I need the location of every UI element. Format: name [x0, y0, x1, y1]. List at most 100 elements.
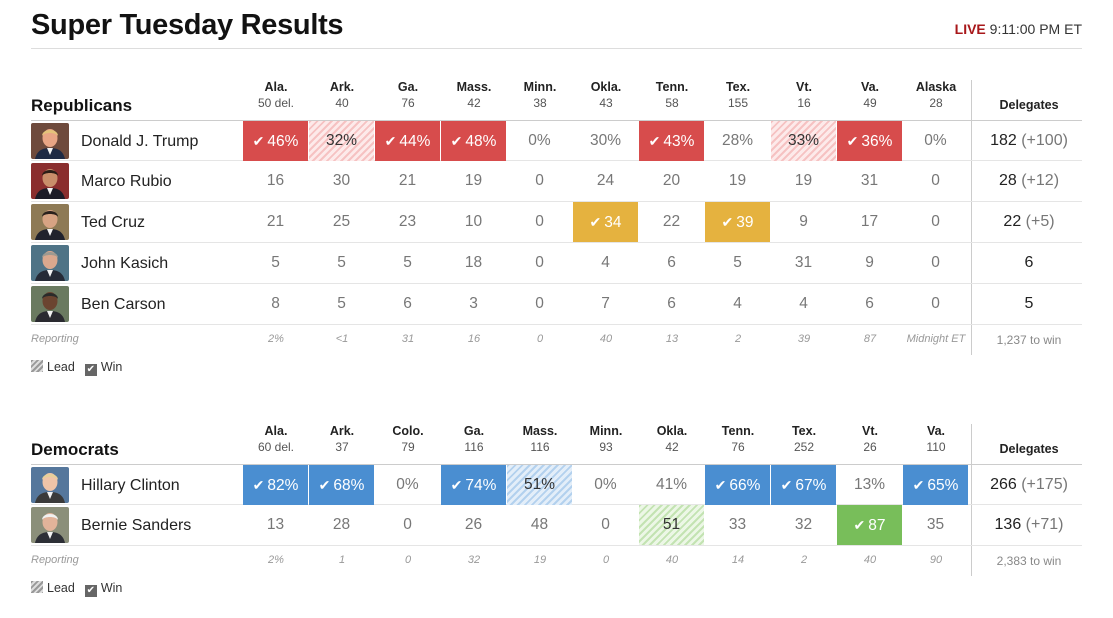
candidate-row[interactable]: Hillary Clinton ✔ 82% ✔ 68% 0% ✔ 74% 51% 0% 41% ✔ 66… [31, 464, 1082, 505]
result-cell[interactable]: 21 [375, 161, 440, 201]
result-cell[interactable]: 0% [375, 465, 440, 505]
result-cell[interactable]: ✔ 74% [441, 465, 506, 505]
delegates-to-win: 2,383 to win [996, 554, 1062, 568]
result-cell[interactable]: 0 [375, 505, 440, 545]
result-cell[interactable]: ✔ 48% [441, 121, 506, 161]
state-header-tenn: Tenn. 58 [639, 80, 705, 110]
result-cell[interactable]: 18 [441, 243, 506, 283]
legend-lead-label: Lead [47, 360, 75, 374]
candidate-row[interactable]: John Kasich 5 5 5 18 0 4 6 5 31 9 0 6 [31, 243, 1082, 284]
state-name: Alaska [915, 80, 957, 94]
candidate-row[interactable]: Ted Cruz 21 25 23 10 0 ✔ 34 22 ✔ 39 9 17 0 22 (+5) [31, 202, 1082, 243]
result-cell[interactable]: ✔ 43% [639, 121, 704, 161]
result-cell[interactable]: ✔ 39 [705, 202, 770, 242]
result-cell[interactable]: 8 [243, 284, 308, 324]
result-cell[interactable]: 9 [837, 243, 902, 283]
result-cell[interactable]: 0% [507, 121, 572, 161]
result-cell[interactable]: ✔ 67% [771, 465, 836, 505]
result-cell[interactable]: 51% [507, 465, 572, 505]
result-value: 30 [332, 172, 351, 189]
result-value: 25 [332, 213, 351, 230]
result-cell[interactable]: 0 [903, 243, 968, 283]
result-cell[interactable]: 13 [243, 505, 308, 545]
result-cell[interactable]: 5 [309, 243, 374, 283]
result-cell[interactable]: 31 [837, 161, 902, 201]
result-cell[interactable]: 23 [375, 202, 440, 242]
result-cell[interactable]: 20 [639, 161, 704, 201]
result-cell[interactable]: 48 [507, 505, 572, 545]
candidate-row[interactable]: Donald J. Trump ✔ 46% 32% ✔ 44% ✔ 48% 0% 30% ✔ 43% 2… [31, 120, 1082, 161]
result-cell[interactable]: 6 [639, 284, 704, 324]
result-cell[interactable]: 5 [309, 284, 374, 324]
result-cell[interactable]: 25 [309, 202, 374, 242]
result-cell[interactable]: 22 [639, 202, 704, 242]
result-cell[interactable]: 24 [573, 161, 638, 201]
result-cell[interactable]: ✔ 68% [309, 465, 374, 505]
result-cell[interactable]: 9 [771, 202, 836, 242]
result-cell[interactable]: 5 [375, 243, 440, 283]
candidate-name: Donald J. Trump [81, 133, 199, 150]
result-cell[interactable]: ✔ 82% [243, 465, 308, 505]
result-value: 66% [729, 477, 761, 494]
result-cell[interactable]: 5 [243, 243, 308, 283]
result-cell[interactable]: ✔ 36% [837, 121, 902, 161]
result-cell[interactable]: 6 [375, 284, 440, 324]
result-cell[interactable]: ✔ 87 [837, 505, 902, 545]
result-cell[interactable]: 32% [309, 121, 374, 161]
result-cell[interactable]: 0 [903, 161, 968, 201]
result-cell[interactable]: 0 [507, 161, 572, 201]
result-cell[interactable]: 0 [903, 284, 968, 324]
result-cell[interactable]: 28 [309, 505, 374, 545]
result-cell[interactable]: 17 [837, 202, 902, 242]
result-cell[interactable]: ✔ 34 [573, 202, 638, 242]
result-cell[interactable]: 0% [573, 465, 638, 505]
result-cell[interactable]: 21 [243, 202, 308, 242]
candidate-row[interactable]: Ben Carson 8 5 6 3 0 7 6 4 4 6 0 5 [31, 284, 1082, 325]
result-cell[interactable]: 0 [507, 243, 572, 283]
result-value: 46% [267, 133, 299, 150]
result-cell[interactable]: 26 [441, 505, 506, 545]
result-cell[interactable]: 19 [441, 161, 506, 201]
carson-photo [31, 286, 69, 322]
result-cell[interactable]: 16 [243, 161, 308, 201]
result-cell[interactable]: 31 [771, 243, 836, 283]
state-header-colo: Colo. 79 [375, 424, 441, 454]
result-cell[interactable]: 33% [771, 121, 836, 161]
candidate-row[interactable]: Marco Rubio 16 30 21 19 0 24 20 19 19 31 0 28 (+12) [31, 161, 1082, 202]
check-icon: ✔ [912, 477, 925, 493]
result-cell[interactable]: ✔ 46% [243, 121, 308, 161]
result-cell[interactable]: 30% [573, 121, 638, 161]
result-cell[interactable]: ✔ 44% [375, 121, 440, 161]
result-cell[interactable]: 4 [573, 243, 638, 283]
state-header-va: Va. 49 [837, 80, 903, 110]
result-cell[interactable]: 33 [705, 505, 770, 545]
result-cell[interactable]: 30 [309, 161, 374, 201]
result-cell[interactable]: 0 [573, 505, 638, 545]
result-cell[interactable]: 4 [771, 284, 836, 324]
state-delegates: 79 [401, 440, 415, 454]
result-cell[interactable]: ✔ 66% [705, 465, 770, 505]
result-cell[interactable]: 5 [705, 243, 770, 283]
result-cell[interactable]: 0 [507, 284, 572, 324]
result-cell[interactable]: 10 [441, 202, 506, 242]
result-cell[interactable]: 4 [705, 284, 770, 324]
result-cell[interactable]: 19 [705, 161, 770, 201]
candidate-row[interactable]: Bernie Sanders 13 28 0 26 48 0 51 33 32 ✔ 87 35 136 (… [31, 505, 1082, 546]
result-cell[interactable]: 51 [639, 505, 704, 545]
result-cell[interactable]: ✔ 65% [903, 465, 968, 505]
result-cell[interactable]: 41% [639, 465, 704, 505]
result-cell[interactable]: 0 [903, 202, 968, 242]
result-value: 0 [535, 213, 544, 230]
result-cell[interactable]: 7 [573, 284, 638, 324]
result-cell[interactable]: 28% [705, 121, 770, 161]
result-cell[interactable]: 6 [639, 243, 704, 283]
result-cell[interactable]: 32 [771, 505, 836, 545]
result-cell[interactable]: 0 [507, 202, 572, 242]
result-cell[interactable]: 19 [771, 161, 836, 201]
result-cell[interactable]: 6 [837, 284, 902, 324]
check-icon: ✔ [721, 214, 734, 230]
result-cell[interactable]: 35 [903, 505, 968, 545]
result-cell[interactable]: 3 [441, 284, 506, 324]
result-cell[interactable]: 13% [837, 465, 902, 505]
result-cell[interactable]: 0% [903, 121, 968, 161]
